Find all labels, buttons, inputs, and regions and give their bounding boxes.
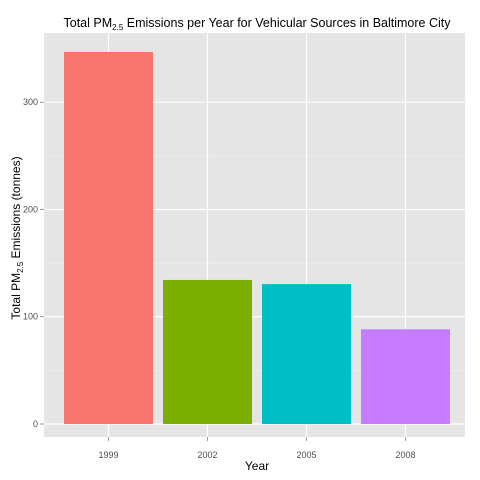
y-axis-title-suffix: Emissions (tonnes) [9,156,23,261]
x-axis-title: Year [245,459,269,473]
chart-title: Total PM2.5 Emissions per Year for Vehic… [64,16,452,32]
x-tick-label: 2005 [296,450,316,460]
y-axis-title-prefix: Total PM [9,273,23,320]
bar-2005 [262,284,351,424]
y-axis-title: Total PM2.5 Emissions (tonnes) [9,156,25,319]
y-tick-label: 100 [23,312,38,322]
y-axis-ticks: 0 100 200 300 [23,97,44,429]
y-axis-title-subscript: 2.5 [16,261,25,273]
y-tick-label: 300 [23,97,38,107]
bar-1999 [64,52,153,424]
title-prefix: Total PM [64,16,113,30]
y-tick-label: 0 [33,419,38,429]
bar-2002 [163,279,252,424]
x-tick-label: 1999 [98,450,118,460]
x-axis-ticks: 1999 2002 2005 2008 [98,437,416,460]
x-tick-label: 2002 [197,450,217,460]
bars-group [64,52,450,424]
title-suffix: Emissions per Year for Vehicular Sources… [123,16,451,30]
title-subscript: 2.5 [112,23,124,32]
y-tick-label: 200 [23,204,38,214]
x-tick-label: 2008 [395,450,415,460]
bar-2008 [361,329,450,424]
